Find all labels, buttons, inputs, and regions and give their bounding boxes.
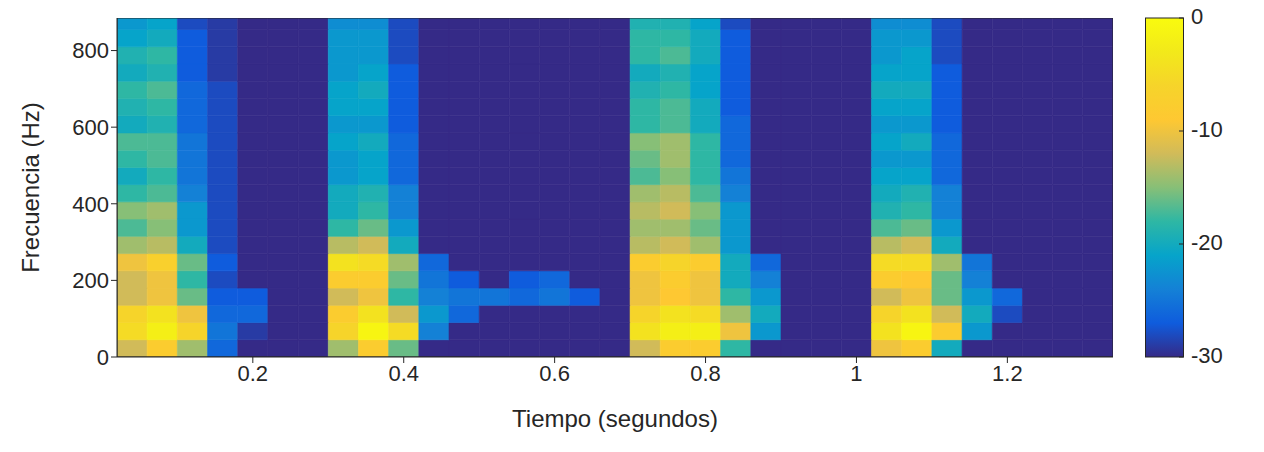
svg-text:400: 400 [72, 192, 109, 217]
svg-text:200: 200 [72, 268, 109, 293]
svg-text:800: 800 [72, 38, 109, 63]
svg-text:600: 600 [72, 115, 109, 140]
svg-text:0.8: 0.8 [690, 361, 721, 386]
svg-text:0: 0 [97, 345, 109, 370]
svg-text:Tiempo (segundos): Tiempo (segundos) [512, 405, 718, 432]
svg-text:-30: -30 [1191, 343, 1223, 368]
svg-text:0.4: 0.4 [388, 361, 419, 386]
svg-text:0: 0 [1191, 4, 1203, 29]
svg-text:-10: -10 [1191, 117, 1223, 142]
svg-text:-20: -20 [1191, 230, 1223, 255]
svg-text:1.2: 1.2 [992, 361, 1023, 386]
svg-text:0.6: 0.6 [539, 361, 570, 386]
svg-text:Frecuencia (Hz): Frecuencia (Hz) [17, 102, 44, 273]
svg-text:0.2: 0.2 [238, 361, 269, 386]
svg-text:1: 1 [850, 361, 862, 386]
